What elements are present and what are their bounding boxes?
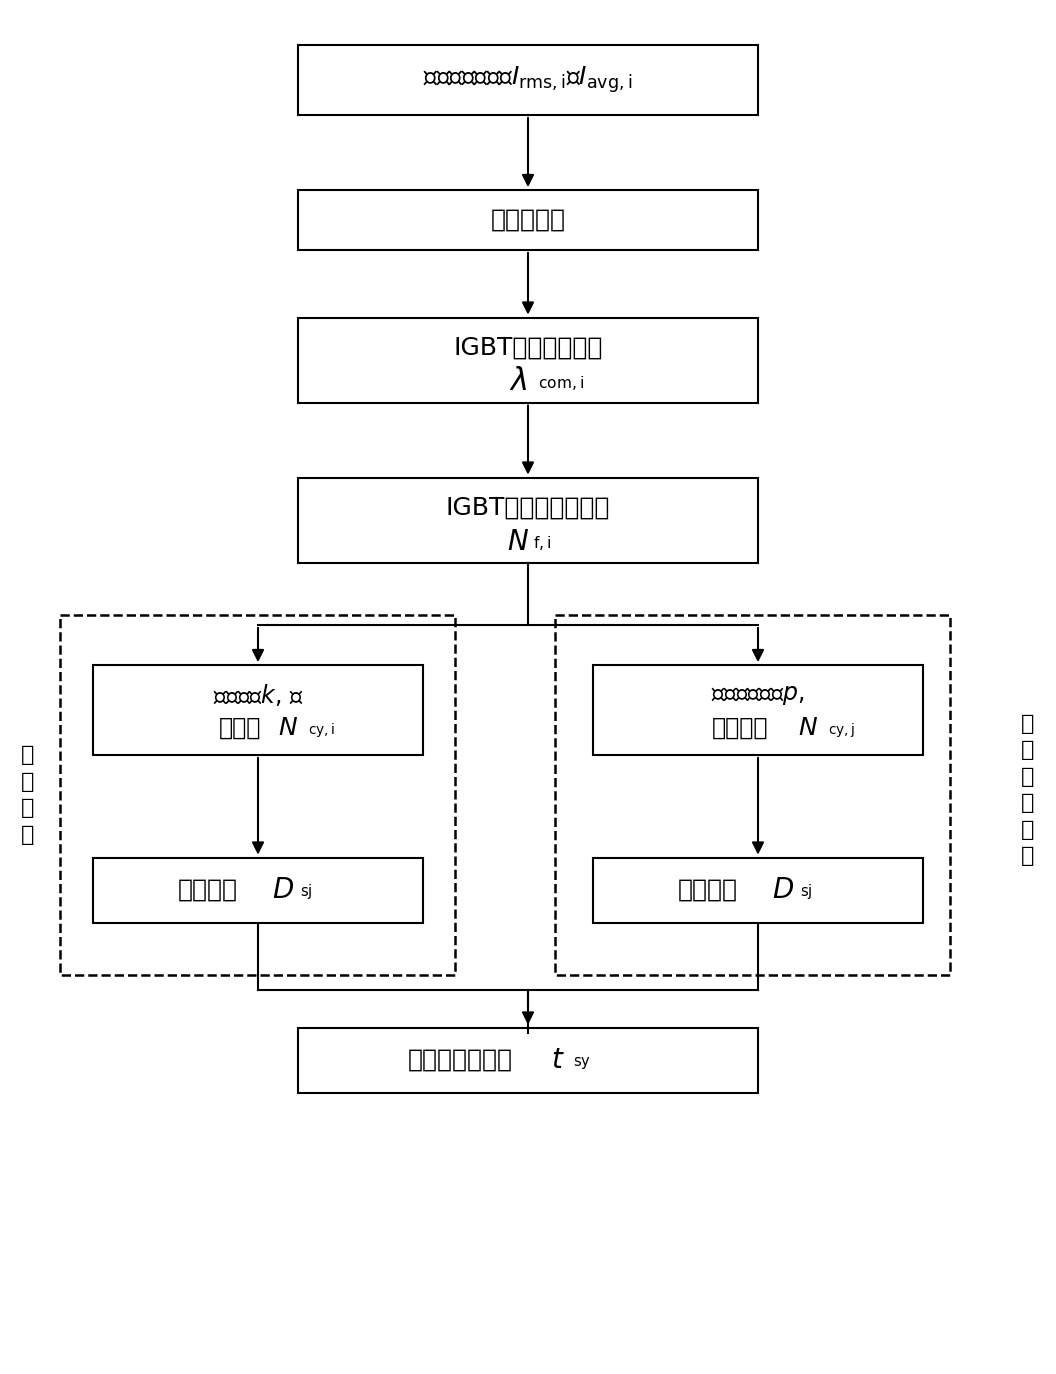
Bar <box>60 616 455 976</box>
Text: $\mathit{D}$: $\mathit{D}$ <box>772 877 794 904</box>
Text: 器件的电流应力$\mathit{I}_{\rm rms,i}$、$\mathit{I}_{\rm avg,i}$: 器件的电流应力$\mathit{I}_{\rm rms,i}$、$\mathit… <box>423 65 633 95</box>
Bar <box>298 478 758 562</box>
Text: 损伤因子: 损伤因子 <box>678 878 738 901</box>
Text: 单
位
时
间
实
验: 单 位 时 间 实 验 <box>1021 714 1035 866</box>
Text: $_{\rm cy,i}$: $_{\rm cy,i}$ <box>308 720 336 739</box>
Text: $\mathit{N}$: $\mathit{N}$ <box>507 528 529 556</box>
Bar <box>298 1028 758 1092</box>
Text: $\mathit{D}$: $\mathit{D}$ <box>272 877 294 904</box>
Text: 器件的结温: 器件的结温 <box>490 207 566 232</box>
Bar <box>93 665 423 754</box>
Text: $_{\rm f,i}$: $_{\rm f,i}$ <box>533 534 551 554</box>
Text: 试验应力设计$\mathit{p}$,: 试验应力设计$\mathit{p}$, <box>712 683 805 708</box>
Text: $_{\rm com,i}$: $_{\rm com,i}$ <box>538 374 584 394</box>
Text: $_{\rm sy}$: $_{\rm sy}$ <box>573 1052 591 1072</box>
Text: $_{\rm cy,j}$: $_{\rm cy,j}$ <box>828 720 855 739</box>
Text: $\lambda$: $\lambda$ <box>509 367 527 397</box>
Text: 应
用
工
况: 应 用 工 况 <box>21 746 35 845</box>
Text: $\mathit{t}$: $\mathit{t}$ <box>551 1046 565 1074</box>
Text: $\mathit{N}$: $\mathit{N}$ <box>798 716 818 741</box>
Text: $_{\rm sj}$: $_{\rm sj}$ <box>300 882 313 901</box>
Text: $_{\rm sj}$: $_{\rm sj}$ <box>800 882 812 901</box>
Bar <box>93 857 423 922</box>
Text: 可靠性测评时间: 可靠性测评时间 <box>408 1048 513 1072</box>
Bar <box>593 857 923 922</box>
Text: 环次数: 环次数 <box>219 716 261 741</box>
Bar <box>593 665 923 754</box>
Bar <box>298 45 758 115</box>
Text: IGBT器件的循环次数: IGBT器件的循环次数 <box>446 496 610 519</box>
Text: 损伤因子: 损伤因子 <box>178 878 238 901</box>
Text: $\mathit{N}$: $\mathit{N}$ <box>278 716 298 741</box>
Bar <box>298 190 758 250</box>
Text: IGBT器件的故障率: IGBT器件的故障率 <box>453 337 603 360</box>
Text: 工况统计$\mathit{k}$, 循: 工况统计$\mathit{k}$, 循 <box>212 682 303 708</box>
Text: 循环次数: 循环次数 <box>712 716 769 741</box>
Bar <box>298 317 758 403</box>
Bar <box>555 616 950 976</box>
